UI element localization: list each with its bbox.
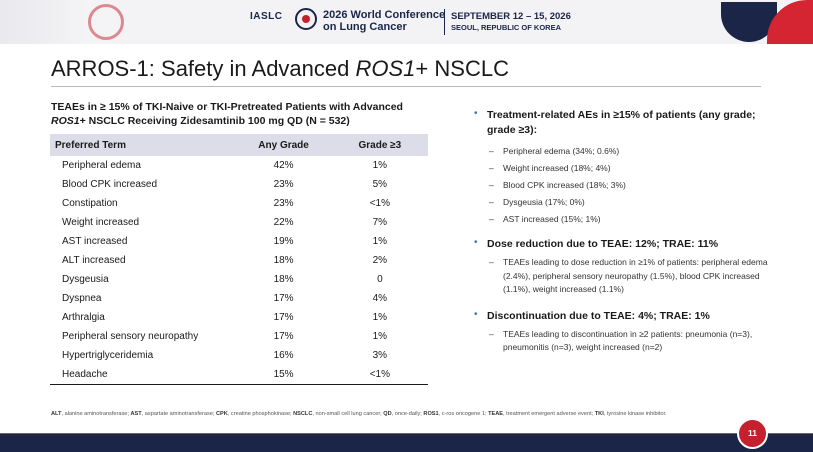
table-row: Headache 15% <1% [50,365,428,384]
cell-grade-3: <1% [369,198,390,209]
cell-any-grade: 17% [273,312,294,323]
cell-grade-3: 7% [372,217,388,228]
cell-any-grade: 17% [273,331,294,342]
column-header-grade-3: Grade ≥3 [358,139,402,151]
column-header-any-grade: Any Grade [258,139,309,151]
bullet-dose-reduction: • Dose reduction due to TEAE: 12%; TRAE:… [474,237,774,297]
teae-table: Preferred Term Any Grade Grade ≥3 Periph… [50,134,428,385]
cell-any-grade: 23% [273,198,294,209]
table-row: ALT increased 18% 2% [50,251,428,270]
conference-header: IASLC 2026 World Conference on Lung Canc… [0,0,813,44]
conference-seal-icon [295,8,317,30]
dash-icon: – [489,214,494,224]
footer-bar [0,434,813,452]
sub-bullet-list: – TEAEs leading to dose reduction in ≥1% … [487,256,774,297]
cell-any-grade: 18% [273,274,294,285]
bullet-dot-icon: • [474,237,478,248]
table-header-row: Preferred Term Any Grade Grade ≥3 [50,134,428,156]
cell-term: Dysgeusia [62,274,109,285]
cell-term: Weight increased [62,217,140,228]
cell-term: ALT increased [62,255,126,266]
header-decorative-image-right [721,0,813,44]
table-row: Dysgeusia 18% 0 [50,270,428,289]
cell-any-grade: 42% [273,160,294,171]
dash-icon: – [489,146,494,156]
cell-grade-3: 0 [377,274,383,285]
conference-dates: SEPTEMBER 12 – 15, 2026 SEOUL, REPUBLIC … [451,11,571,32]
slide-title: ARROS-1: Safety in Advanced ROS1+ NSCLC [51,56,509,81]
bullet-heading: Discontinuation due to TEAE: 4%; TRAE: 1… [487,309,710,322]
cell-any-grade: 22% [273,217,294,228]
dash-icon: – [489,180,494,190]
cell-term: Blood CPK increased [62,179,158,190]
column-header-preferred-term: Preferred Term [55,139,126,151]
sub-bullet: – Blood CPK increased (18%; 3%) [487,177,774,194]
cell-grade-3: 1% [372,312,388,323]
table-row: Hypertriglyceridemia 16% 3% [50,346,428,365]
table-row: Peripheral sensory neuropathy 17% 1% [50,327,428,346]
conference-location: SEOUL, REPUBLIC OF KOREA [451,23,562,32]
bullet-dot-icon: • [474,108,478,119]
conference-title: 2026 World Conference on Lung Cancer [323,9,446,33]
abbreviations-footnote: ALT, alanine aminotransferase; AST, aspa… [51,411,667,417]
cell-any-grade: 18% [273,255,294,266]
cell-term: Arthralgia [62,312,105,323]
table-row: AST increased 19% 1% [50,232,428,251]
header-divider [444,9,445,35]
sub-bullet-list: – Peripheral edema (34%; 0.6%) – Weight in… [487,143,774,228]
sub-bullet-list: – TEAEs leading to discontinuation in ≥2 … [487,328,774,355]
cell-term: Dyspnea [62,293,102,304]
cell-term: Constipation [62,198,118,209]
cell-grade-3: 1% [372,236,388,247]
bullet-discontinuation: • Discontinuation due to TEAE: 4%; TRAE:… [474,309,774,355]
sub-bullet: – TEAEs leading to dose reduction in ≥1% … [489,257,768,294]
table-row: Constipation 23% <1% [50,194,428,213]
table-row: Arthralgia 17% 1% [50,308,428,327]
bullet-heading: Treatment-related AEs in ≥15% of patient… [487,109,756,136]
cell-grade-3: 1% [372,160,388,171]
dash-icon: – [489,197,494,207]
bullet-heading: Dose reduction due to TEAE: 12%; TRAE: 1… [487,238,719,250]
cell-grade-3: 3% [372,350,388,361]
footer-stripe [0,433,813,434]
dash-icon: – [489,257,494,267]
cell-grade-3: 2% [372,255,388,266]
cell-grade-3: 1% [372,331,388,342]
dash-icon: – [489,163,494,173]
cell-any-grade: 16% [273,350,294,361]
bullet-treatment-related-aes: • Treatment-related AEs in ≥15% of patie… [474,108,774,228]
cell-grade-3: 4% [372,293,388,304]
sub-bullet: – AST increased (15%; 1%) [487,211,774,228]
table-row: Dyspnea 17% 4% [50,289,428,308]
sub-bullet: – Dysgeusia (17%; 0%) [487,194,774,211]
cell-any-grade: 17% [273,293,294,304]
cell-term: AST increased [62,236,128,247]
cell-term: Hypertriglyceridemia [62,350,154,361]
table-row: Peripheral edema 42% 1% [50,156,428,175]
cell-any-grade: 15% [273,368,294,380]
cell-term: Peripheral edema [62,160,141,171]
page-number-badge: 11 [737,418,768,449]
cell-term: Headache [62,368,108,380]
cell-grade-3: 5% [372,179,388,190]
table-caption: TEAEs in ≥ 15% of TKI-Naive or TKI-Pretr… [51,101,403,127]
sub-bullet: – Peripheral edema (34%; 0.6%) [487,143,774,160]
table-row: Blood CPK increased 23% 5% [50,175,428,194]
title-divider [51,86,761,87]
cell-term: Peripheral sensory neuropathy [62,331,199,342]
dash-icon: – [489,328,494,339]
sub-bullet: – Weight increased (18%; 4%) [487,160,774,177]
cell-any-grade: 23% [273,179,294,190]
cell-any-grade: 19% [273,236,294,247]
sub-bullet: – TEAEs leading to discontinuation in ≥2 … [489,328,753,353]
cell-grade-3: <1% [369,368,390,380]
bullet-dot-icon: • [474,308,478,320]
iaslc-logo-text: IASLC [250,11,283,22]
table-row: Weight increased 22% 7% [50,213,428,232]
header-decorative-image-left [0,0,128,44]
safety-summary-bullets: • Treatment-related AEs in ≥15% of patie… [474,108,774,355]
